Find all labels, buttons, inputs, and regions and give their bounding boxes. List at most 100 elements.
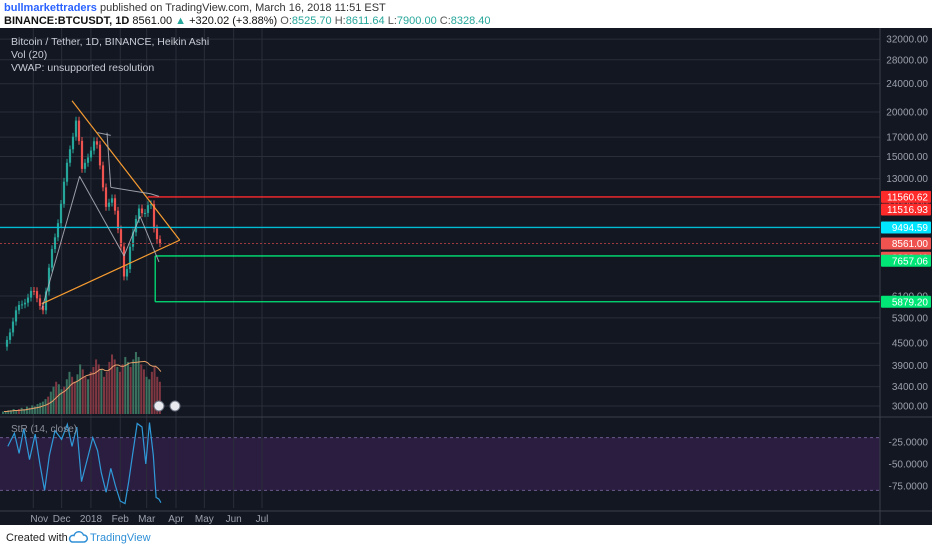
legend-series-title: Bitcoin / Tether, 1D, BINANCE, Heikin As…	[11, 36, 210, 48]
volume-bar-5	[15, 410, 18, 414]
volume-bar-48	[129, 366, 132, 414]
price-axis-tick-13: 5300.00	[892, 313, 929, 324]
volume-bar-36	[97, 364, 100, 414]
chart-legend: Bitcoin / Tether, 1D, BINANCE, Heikin As…	[11, 36, 209, 75]
volume-bar-55	[148, 379, 151, 414]
close-label: C:	[439, 15, 451, 27]
candle-body-8	[29, 290, 33, 298]
candle-body-29	[92, 141, 96, 151]
volume-bar-41	[111, 354, 114, 414]
open-label: O:	[280, 15, 292, 27]
volume-bar-13	[36, 404, 39, 414]
volume-bar-15	[41, 401, 44, 414]
event-flag-us-2	[169, 400, 181, 412]
price-badge-text-0: 11560.62	[887, 192, 928, 203]
pattern-line-5	[110, 186, 151, 195]
volume-bar-29	[79, 364, 82, 414]
candle-body-18	[59, 203, 63, 224]
volume-bar-52	[140, 364, 143, 414]
price-axis-tick-5: 15000.00	[886, 152, 928, 163]
symbol-line: BINANCE:BTCUSDT, 1D 8561.00 ▲ +320.02 (+…	[4, 15, 491, 27]
price-axis-tick-1: 28000.00	[886, 55, 928, 66]
volume-bar-6	[17, 409, 20, 414]
candle-body-41	[128, 246, 132, 270]
price-badge-text-5: 7657.06	[892, 256, 929, 267]
price-badge-bg-3	[881, 237, 931, 250]
volume-bar-2	[7, 410, 10, 414]
candle-body-33	[104, 187, 108, 207]
volume-bar-11	[31, 405, 34, 414]
candle-body-51	[158, 239, 162, 244]
pattern-line-6	[97, 132, 111, 136]
volume-bar-47	[126, 361, 129, 414]
low-value: 7900.00	[396, 15, 437, 27]
pattern-line-3	[139, 216, 160, 263]
legend-vwap: VWAP: unsupported resolution	[11, 62, 155, 74]
candle-body-44	[137, 208, 141, 219]
ascending-trendline	[41, 239, 181, 305]
volume-bar-31	[84, 376, 87, 414]
low-label: L:	[387, 15, 397, 27]
candle-body-49	[152, 204, 156, 229]
candle-body-31	[98, 144, 102, 166]
candle-body-27	[86, 157, 90, 163]
price-change: +320.02 (+3.88%)	[189, 15, 278, 27]
time-axis-label-6: May	[195, 514, 214, 525]
rsi-axis-label-0: -25.0000	[889, 438, 929, 449]
tradingview-cloud-icon	[68, 531, 88, 543]
price-badge-bg-5	[881, 254, 931, 267]
candle-body-3	[14, 310, 18, 322]
rsi-axis-label-1: -50.0000	[889, 460, 929, 471]
candle-body-10	[35, 291, 39, 299]
volume-bar-45	[121, 364, 124, 414]
volume-bar-4	[12, 409, 15, 414]
chart-canvas[interactable]: 32000.00 28000.00 24000.00 20000.00 17000.00…	[0, 28, 932, 525]
candle-body-0	[5, 339, 9, 347]
price-axis-tick-16: 3400.00	[892, 382, 929, 393]
volume-ma-line	[4, 360, 162, 412]
pattern-line-0	[41, 176, 81, 310]
price-badge-bg-6	[881, 295, 931, 308]
price-badge-text-6: 5879.20	[892, 297, 929, 308]
volume-bar-54	[145, 376, 148, 414]
time-axis-label-8: Jul	[256, 514, 269, 525]
volume-bar-59	[158, 381, 161, 414]
high-label: H:	[334, 15, 346, 27]
candle-body-11	[38, 298, 42, 306]
volume-bar-16	[44, 399, 47, 414]
volume-bar-0	[2, 411, 4, 414]
volume-bar-32	[87, 379, 90, 414]
time-axis-label-7: Jun	[226, 514, 242, 525]
publish-info: published on TradingView.com, March 16, …	[100, 2, 386, 14]
volume-bar-50	[134, 352, 137, 414]
volume-bar-3	[9, 410, 12, 414]
open-value: 8525.70	[291, 15, 332, 27]
price-axis-tick-15: 3900.00	[892, 361, 929, 372]
candle-body-35	[110, 198, 114, 203]
price-axis-tick-6: 13000.00	[886, 174, 928, 185]
descending-trendline	[71, 100, 181, 241]
candle-body-24	[77, 120, 81, 141]
candle-body-4	[17, 305, 21, 311]
candle-body-9	[32, 290, 36, 292]
time-axis-label-3: Feb	[112, 514, 130, 525]
chart-area[interactable]: 32000.00 28000.00 24000.00 20000.00 17000.00…	[0, 28, 932, 525]
footer: Created with TradingView	[0, 525, 932, 550]
triangle-up-icon: ▲	[175, 15, 187, 27]
candle-body-30	[95, 141, 99, 145]
candle-body-48	[149, 204, 153, 206]
event-flag-us	[153, 400, 165, 412]
volume-bar-17	[47, 396, 50, 414]
candle-body-50	[155, 228, 159, 240]
price-axis-tick-17: 3000.00	[892, 402, 929, 413]
time-axis-label-5: Apr	[168, 514, 184, 525]
rsi-band	[0, 437, 880, 491]
volume-bar-44	[118, 371, 121, 414]
tradingview-brand-link[interactable]: TradingView	[90, 532, 151, 544]
volume-bar-40	[108, 361, 111, 414]
price-axis-tick-0: 32000.00	[886, 35, 928, 46]
high-value: 8611.64	[345, 15, 385, 27]
publish-line: bullmarkettraders published on TradingVi…	[4, 2, 386, 14]
volume-bar-57	[153, 366, 156, 414]
author-link[interactable]: bullmarkettraders	[4, 2, 97, 14]
